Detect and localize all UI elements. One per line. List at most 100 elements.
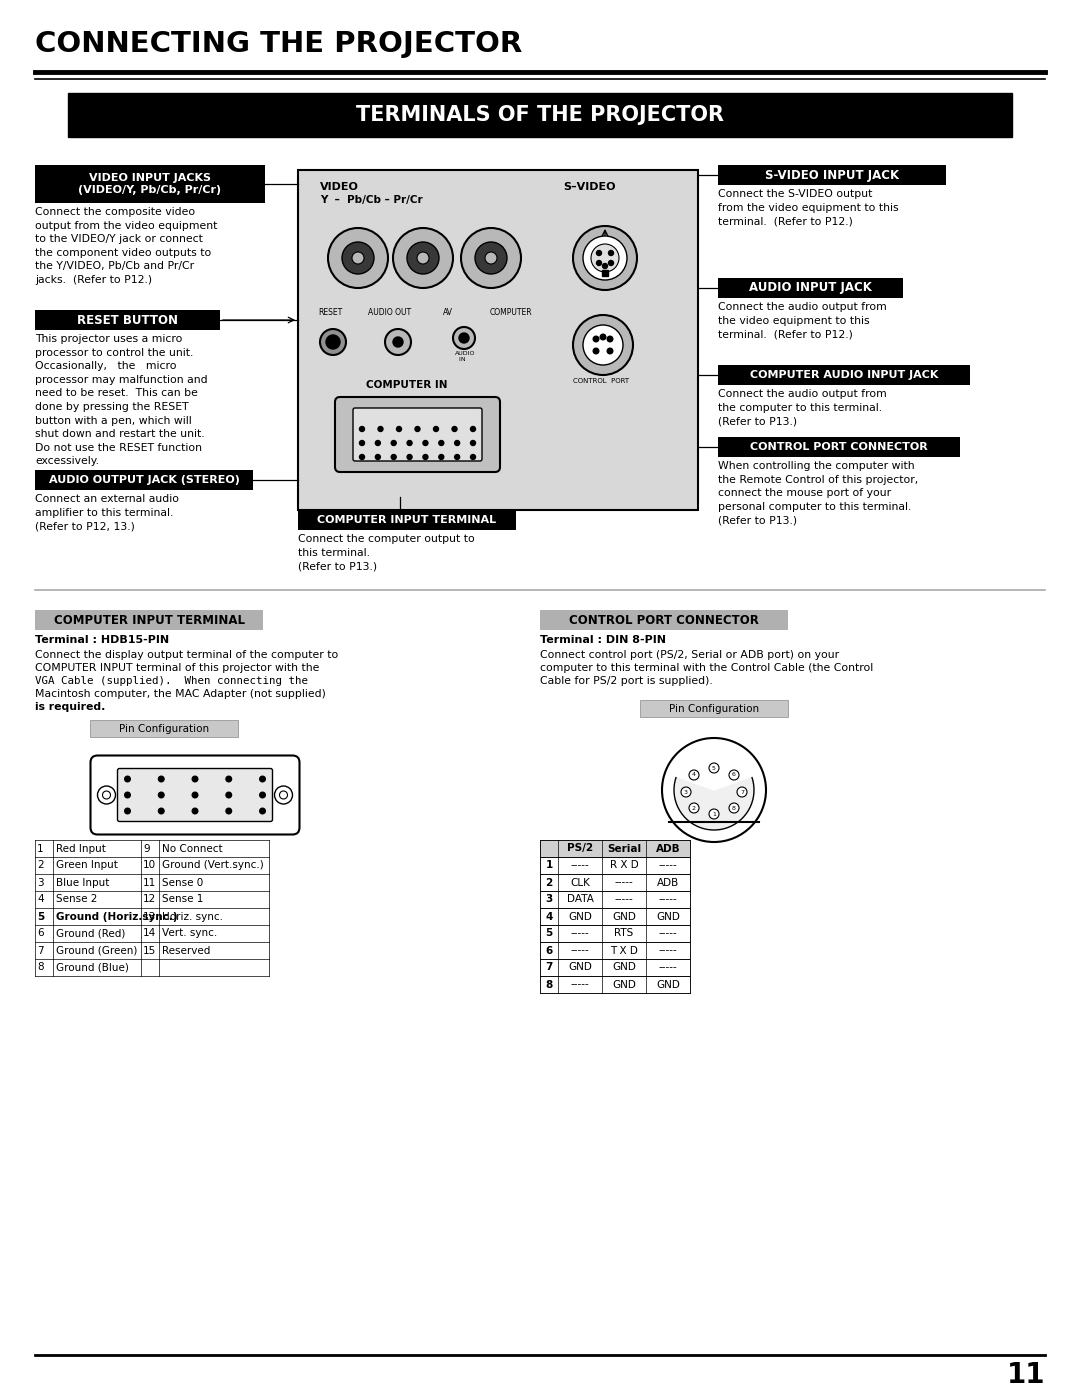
Text: Connect an external audio
amplifier to this terminal.
(Refer to P12, 13.): Connect an external audio amplifier to t…: [35, 495, 179, 531]
Circle shape: [438, 454, 444, 460]
Text: COMPUTER AUDIO INPUT JACK: COMPUTER AUDIO INPUT JACK: [750, 370, 939, 380]
FancyBboxPatch shape: [335, 397, 500, 472]
Text: VIDEO INPUT JACKS
(VIDEO/Y, Pb/Cb, Pr/Cr): VIDEO INPUT JACKS (VIDEO/Y, Pb/Cb, Pr/Cr…: [79, 173, 221, 194]
Text: 5: 5: [37, 911, 44, 922]
Circle shape: [384, 330, 411, 355]
Text: Pin Configuration: Pin Configuration: [119, 724, 210, 733]
Text: RESET: RESET: [318, 307, 342, 317]
Circle shape: [226, 777, 231, 782]
Text: Ground (Green): Ground (Green): [56, 946, 137, 956]
Text: Sense 1: Sense 1: [162, 894, 203, 904]
Circle shape: [593, 348, 598, 353]
Bar: [540, 610, 788, 630]
Text: 1: 1: [37, 844, 43, 854]
Circle shape: [342, 242, 374, 274]
Circle shape: [159, 777, 164, 782]
Text: COMPUTER INPUT TERMINAL: COMPUTER INPUT TERMINAL: [54, 613, 244, 626]
Circle shape: [360, 454, 365, 460]
Circle shape: [226, 809, 231, 814]
FancyBboxPatch shape: [91, 756, 299, 834]
Text: Connect the composite video
output from the video equipment
to the VIDEO/Y jack : Connect the composite video output from …: [35, 207, 217, 285]
Circle shape: [471, 440, 475, 446]
Circle shape: [453, 426, 457, 432]
Bar: [540, 856, 690, 875]
Text: 6: 6: [545, 946, 553, 956]
Text: 3: 3: [37, 877, 43, 887]
Text: Connect the audio output from
the computer to this terminal.
(Refer to P13.): Connect the audio output from the comput…: [718, 388, 887, 426]
Text: TERMINALS OF THE PROJECTOR: TERMINALS OF THE PROJECTOR: [356, 105, 724, 124]
Text: 14: 14: [143, 929, 157, 939]
Text: CONTROL  PORT: CONTROL PORT: [573, 379, 630, 384]
Circle shape: [662, 738, 766, 842]
Circle shape: [608, 250, 613, 256]
Text: GND: GND: [656, 911, 680, 922]
Text: Ground (Red): Ground (Red): [56, 929, 125, 939]
Text: Sense 0: Sense 0: [162, 877, 203, 887]
Circle shape: [708, 809, 719, 819]
FancyBboxPatch shape: [353, 408, 482, 461]
Text: CONTROL PORT CONNECTOR: CONTROL PORT CONNECTOR: [569, 613, 759, 626]
Circle shape: [124, 777, 131, 782]
Text: 9: 9: [143, 844, 150, 854]
Circle shape: [453, 327, 475, 349]
Text: Horiz. sync.: Horiz. sync.: [162, 911, 222, 922]
Text: -----: -----: [659, 929, 677, 939]
Text: -----: -----: [570, 861, 590, 870]
Bar: [35, 165, 265, 203]
Circle shape: [192, 809, 198, 814]
Bar: [540, 891, 690, 908]
Text: Y  –  Pb/Cb – Pr/Cr: Y – Pb/Cb – Pr/Cr: [320, 196, 422, 205]
Circle shape: [607, 337, 612, 342]
Text: GND: GND: [612, 979, 636, 989]
Text: 1: 1: [545, 861, 553, 870]
Circle shape: [376, 454, 380, 460]
Text: 5: 5: [712, 766, 716, 771]
Bar: [35, 610, 264, 630]
Text: ADB: ADB: [656, 844, 680, 854]
Text: 8: 8: [545, 979, 553, 989]
Circle shape: [320, 330, 346, 355]
Text: Reserved: Reserved: [162, 946, 211, 956]
Text: COMPUTER: COMPUTER: [490, 307, 532, 317]
Circle shape: [455, 454, 460, 460]
Circle shape: [326, 335, 340, 349]
Text: -----: -----: [615, 877, 633, 887]
Text: Connect the S-VIDEO output
from the video equipment to this
terminal.  (Refer to: Connect the S-VIDEO output from the vide…: [718, 189, 899, 226]
Text: S-VIDEO INPUT JACK: S-VIDEO INPUT JACK: [765, 169, 899, 182]
Text: GND: GND: [568, 911, 592, 922]
Text: R X D: R X D: [609, 861, 638, 870]
Text: 5: 5: [545, 929, 553, 939]
Text: Serial: Serial: [607, 844, 642, 854]
Text: When controlling the computer with
the Remote Control of this projector,
connect: When controlling the computer with the R…: [718, 461, 918, 525]
Bar: [718, 278, 903, 298]
Circle shape: [124, 809, 131, 814]
Circle shape: [689, 770, 699, 780]
Text: VGA Cable (supplied).  When connecting the: VGA Cable (supplied). When connecting th…: [35, 676, 308, 686]
Bar: [35, 310, 220, 330]
Text: -----: -----: [570, 979, 590, 989]
Text: ADB: ADB: [657, 877, 679, 887]
Circle shape: [360, 440, 365, 446]
Circle shape: [485, 251, 497, 264]
Text: Vert. sync.: Vert. sync.: [162, 929, 217, 939]
Text: -----: -----: [615, 894, 633, 904]
Circle shape: [433, 426, 438, 432]
Text: -----: -----: [659, 963, 677, 972]
Circle shape: [708, 763, 719, 773]
Circle shape: [192, 777, 198, 782]
Text: S–VIDEO: S–VIDEO: [563, 182, 616, 191]
Bar: [298, 510, 516, 529]
Circle shape: [259, 792, 266, 798]
Text: Green Input: Green Input: [56, 861, 118, 870]
Text: 8: 8: [732, 806, 735, 810]
Text: 3: 3: [545, 894, 553, 904]
Circle shape: [737, 787, 747, 798]
Text: 7: 7: [545, 963, 553, 972]
Text: RESET BUTTON: RESET BUTTON: [77, 313, 178, 327]
Text: -----: -----: [570, 929, 590, 939]
Text: Connect the display output terminal of the computer to: Connect the display output terminal of t…: [35, 650, 338, 659]
Bar: [68, 94, 1012, 137]
FancyBboxPatch shape: [118, 768, 272, 821]
Text: 2: 2: [545, 877, 553, 887]
Text: Connect the audio output from
the video equipment to this
terminal.  (Refer to P: Connect the audio output from the video …: [718, 302, 887, 339]
